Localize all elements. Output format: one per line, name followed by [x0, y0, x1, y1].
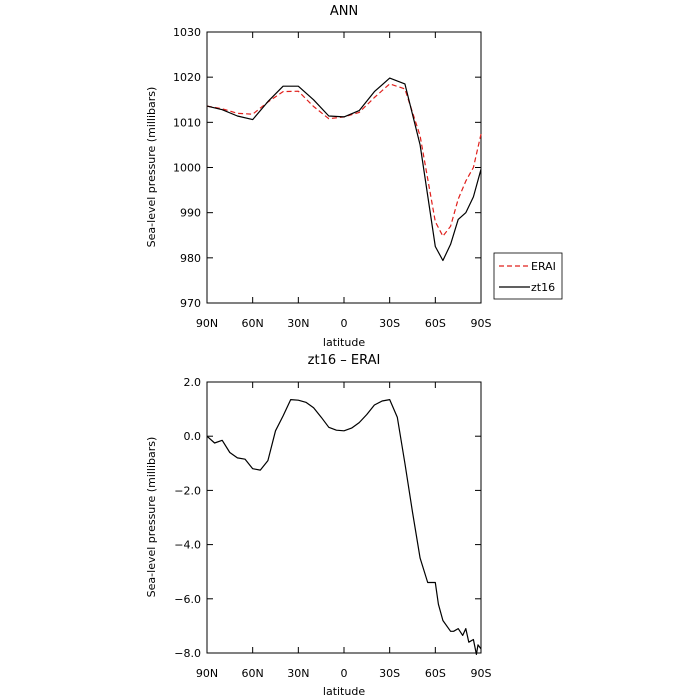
bottom-axis-ticks: 90N 60N 30N 0 30S 60S 90S −8.0 −6.0 −4.0 −2.0 0.0 2.… — [174, 376, 491, 680]
top-y-tick-label: 970 — [180, 297, 201, 310]
top-chart-title: ANN — [330, 4, 358, 19]
bottom-x-axis-label: latitude — [323, 685, 365, 698]
bottom-x-tick-label: 0 — [341, 667, 348, 680]
top-y-tick-label: 1010 — [173, 116, 201, 129]
bottom-x-tick-label: 30N — [287, 667, 309, 680]
bottom-series-group — [206, 399, 482, 656]
bottom-x-tick-label: 60S — [425, 667, 446, 680]
top-y-tick-label: 990 — [180, 207, 201, 220]
bottom-x-tick-label: 90S — [471, 667, 492, 680]
top-x-tick-label: 0 — [341, 317, 348, 330]
legend: ERAI zt16 — [493, 252, 563, 300]
bottom-y-tick-label: −4.0 — [174, 539, 201, 552]
bottom-chart-title: zt16 – ERAI — [308, 353, 381, 368]
top-plot-frame — [206, 31, 482, 304]
top-x-tick-label: 60S — [425, 317, 446, 330]
bottom-y-axis-label: Sea-level pressure (millibars) — [145, 437, 158, 598]
bottom-y-tick-label: −2.0 — [174, 484, 201, 497]
bottom-panel: zt16 – ERAI 90N 60N 30N 0 30S 60S 90S −8.0 −6.0 −… — [145, 353, 492, 698]
bottom-y-tick-label: −8.0 — [174, 647, 201, 660]
top-series-line-erai — [206, 83, 482, 237]
top-x-tick-label: 90N — [196, 317, 218, 330]
top-x-axis-label: latitude — [323, 336, 365, 349]
legend-label-zt16: zt16 — [531, 281, 555, 294]
legend-box — [493, 252, 563, 300]
top-y-tick-label: 1000 — [173, 162, 201, 175]
bottom-y-tick-label: −6.0 — [174, 593, 201, 606]
top-y-axis-label: Sea-level pressure (millibars) — [145, 87, 158, 248]
top-axis-ticks: 90N 60N 30N 0 30S 60S 90S 970 980 990 1000 1010 1020… — [173, 26, 492, 330]
top-panel: ANN 90N 60N 30N 0 30S 60S 90S 970 980 990 1000 1010… — [145, 4, 563, 349]
top-series-line-zt16 — [206, 77, 482, 262]
bottom-series-line-diff — [206, 399, 482, 656]
top-x-tick-label: 60N — [242, 317, 264, 330]
bottom-x-tick-label: 30S — [379, 667, 400, 680]
top-y-tick-label: 1020 — [173, 71, 201, 84]
legend-label-erai: ERAI — [531, 260, 556, 273]
top-x-tick-label: 30S — [379, 317, 400, 330]
bottom-plot-frame — [206, 381, 482, 654]
bottom-x-tick-label: 60N — [242, 667, 264, 680]
bottom-x-tick-label: 90N — [196, 667, 218, 680]
top-x-tick-label: 30N — [287, 317, 309, 330]
bottom-y-tick-label: 0.0 — [184, 430, 202, 443]
top-series-group — [206, 77, 482, 262]
top-y-tick-label: 1030 — [173, 26, 201, 39]
top-x-tick-label: 90S — [471, 317, 492, 330]
bottom-y-tick-label: 2.0 — [184, 376, 202, 389]
top-y-tick-label: 980 — [180, 252, 201, 265]
